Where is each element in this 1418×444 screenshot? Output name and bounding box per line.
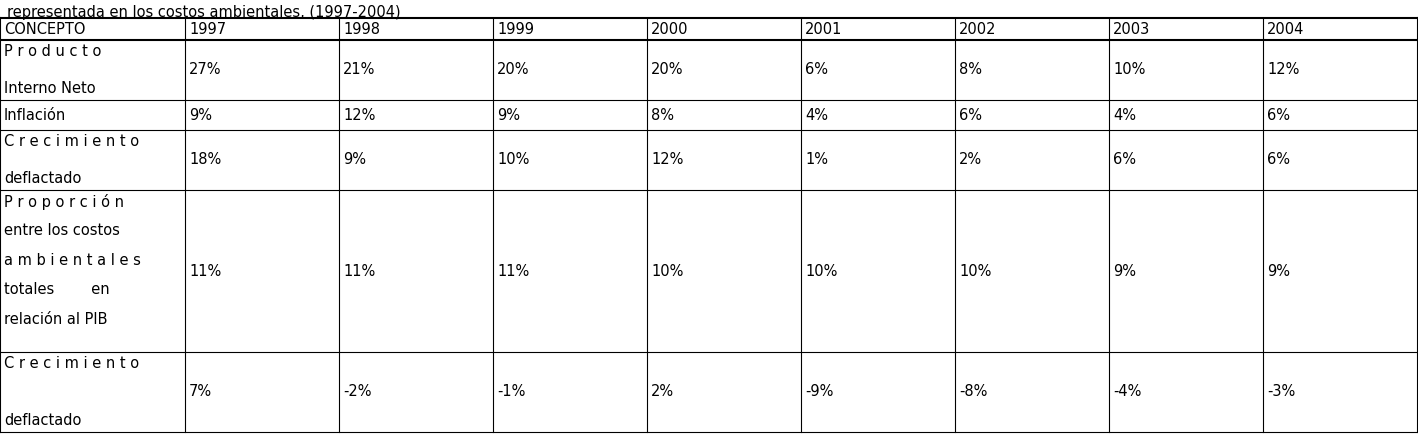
Text: -3%: -3% bbox=[1268, 385, 1295, 400]
Text: Interno Neto: Interno Neto bbox=[4, 81, 95, 96]
Text: -2%: -2% bbox=[343, 385, 372, 400]
Text: 9%: 9% bbox=[189, 107, 213, 123]
Text: 2000: 2000 bbox=[651, 21, 689, 36]
Text: 9%: 9% bbox=[343, 152, 366, 167]
Text: 2003: 2003 bbox=[1113, 21, 1150, 36]
Text: 2001: 2001 bbox=[805, 21, 842, 36]
Text: 2002: 2002 bbox=[959, 21, 997, 36]
Text: 18%: 18% bbox=[189, 152, 221, 167]
Text: 4%: 4% bbox=[1113, 107, 1136, 123]
Text: relación al PIB: relación al PIB bbox=[4, 312, 108, 327]
Text: 11%: 11% bbox=[496, 263, 529, 278]
Text: 1999: 1999 bbox=[496, 21, 535, 36]
Text: 10%: 10% bbox=[651, 263, 683, 278]
Text: a m b i e n t a l e s: a m b i e n t a l e s bbox=[4, 253, 140, 268]
Text: 12%: 12% bbox=[343, 107, 376, 123]
Text: deflactado: deflactado bbox=[4, 171, 81, 186]
Text: totales        en: totales en bbox=[4, 282, 109, 297]
Text: 11%: 11% bbox=[189, 263, 221, 278]
Text: 4%: 4% bbox=[805, 107, 828, 123]
Text: representada en los costos ambientales, (1997-2004): representada en los costos ambientales, … bbox=[7, 5, 401, 20]
Text: deflactado: deflactado bbox=[4, 413, 81, 428]
Text: 8%: 8% bbox=[651, 107, 674, 123]
Text: 21%: 21% bbox=[343, 63, 376, 78]
Text: 6%: 6% bbox=[1113, 152, 1136, 167]
Text: P r o d u c t o: P r o d u c t o bbox=[4, 44, 101, 59]
Text: C r e c i m i e n t o: C r e c i m i e n t o bbox=[4, 356, 139, 371]
Text: 1997: 1997 bbox=[189, 21, 225, 36]
Text: -8%: -8% bbox=[959, 385, 987, 400]
Text: 9%: 9% bbox=[496, 107, 520, 123]
Text: 12%: 12% bbox=[651, 152, 683, 167]
Text: 20%: 20% bbox=[651, 63, 683, 78]
Text: 10%: 10% bbox=[1113, 63, 1146, 78]
Text: -4%: -4% bbox=[1113, 385, 1141, 400]
Text: C r e c i m i e n t o: C r e c i m i e n t o bbox=[4, 134, 139, 149]
Text: 9%: 9% bbox=[1268, 263, 1290, 278]
Text: 20%: 20% bbox=[496, 63, 529, 78]
Text: 1%: 1% bbox=[805, 152, 828, 167]
Text: Inflación: Inflación bbox=[4, 107, 67, 123]
Text: CONCEPTO: CONCEPTO bbox=[4, 21, 85, 36]
Text: 6%: 6% bbox=[959, 107, 983, 123]
Text: 2%: 2% bbox=[651, 385, 674, 400]
Text: 7%: 7% bbox=[189, 385, 213, 400]
Text: 12%: 12% bbox=[1268, 63, 1299, 78]
Text: 10%: 10% bbox=[805, 263, 838, 278]
Text: 10%: 10% bbox=[496, 152, 529, 167]
Text: 6%: 6% bbox=[1268, 152, 1290, 167]
Text: -1%: -1% bbox=[496, 385, 526, 400]
Text: P r o p o r c i ó n: P r o p o r c i ó n bbox=[4, 194, 123, 210]
Text: 1998: 1998 bbox=[343, 21, 380, 36]
Text: -9%: -9% bbox=[805, 385, 834, 400]
Text: 8%: 8% bbox=[959, 63, 983, 78]
Text: entre los costos: entre los costos bbox=[4, 223, 121, 238]
Text: 2%: 2% bbox=[959, 152, 983, 167]
Text: 6%: 6% bbox=[805, 63, 828, 78]
Text: 6%: 6% bbox=[1268, 107, 1290, 123]
Text: 2004: 2004 bbox=[1268, 21, 1305, 36]
Text: 27%: 27% bbox=[189, 63, 221, 78]
Text: 9%: 9% bbox=[1113, 263, 1136, 278]
Text: 11%: 11% bbox=[343, 263, 376, 278]
Text: 10%: 10% bbox=[959, 263, 991, 278]
